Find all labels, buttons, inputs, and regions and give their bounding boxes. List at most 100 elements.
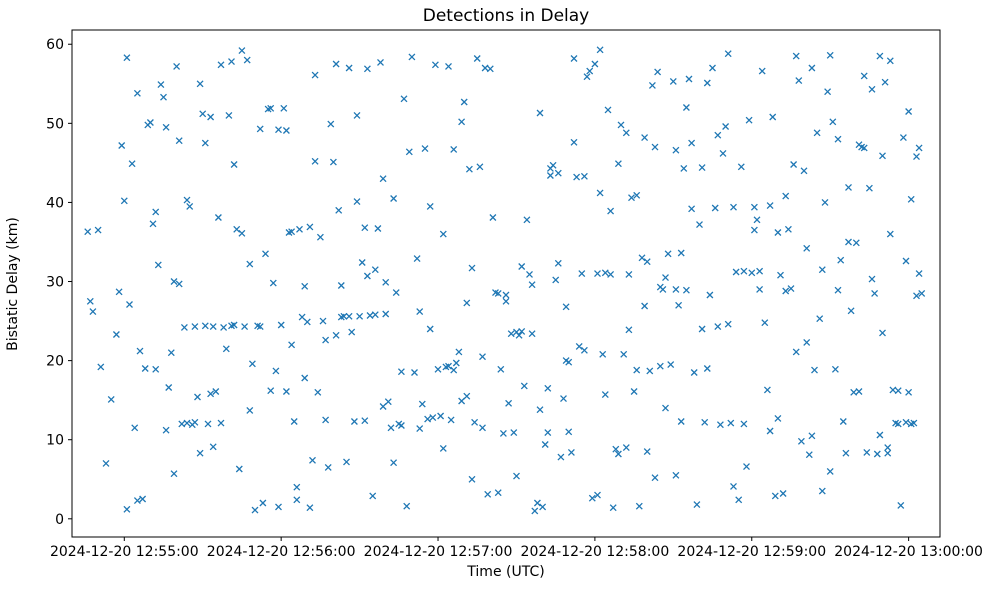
detection-marker: [209, 323, 217, 331]
detection-marker: [902, 257, 910, 265]
detection-marker: [756, 285, 764, 293]
detection-marker: [337, 282, 345, 289]
detection-marker: [782, 287, 790, 295]
detection-marker: [345, 312, 353, 320]
detection-marker: [486, 65, 494, 73]
detection-marker: [842, 449, 850, 457]
detection-marker: [463, 299, 471, 307]
detection-marker: [243, 56, 251, 64]
detection-marker: [876, 52, 884, 60]
detection-marker: [826, 51, 834, 59]
detection-marker: [839, 418, 847, 425]
detection-marker: [701, 418, 709, 426]
detection-marker: [834, 135, 842, 143]
detection-marker: [112, 331, 120, 338]
detection-marker: [881, 78, 889, 86]
detection-marker: [235, 465, 243, 473]
detection-marker: [194, 393, 201, 401]
detection-marker: [682, 104, 690, 111]
detection-marker: [316, 233, 324, 241]
detection-marker: [332, 60, 340, 68]
detection-marker: [797, 437, 805, 445]
detection-marker: [672, 285, 680, 293]
detection-marker: [711, 204, 719, 212]
detection-marker: [170, 470, 178, 478]
detection-marker: [340, 312, 348, 320]
detection-marker: [471, 418, 479, 426]
detection-marker: [724, 50, 732, 58]
detection-marker: [390, 195, 398, 202]
detection-marker: [745, 116, 753, 124]
detection-marker: [586, 67, 594, 75]
detection-marker: [876, 431, 884, 439]
detection-marker: [894, 420, 902, 428]
detection-marker: [241, 323, 249, 331]
detection-marker: [792, 348, 800, 356]
detection-marker: [107, 395, 115, 403]
detection-marker: [262, 250, 269, 258]
detection-marker: [539, 503, 547, 511]
detection-marker: [607, 207, 615, 215]
detection-marker: [847, 307, 855, 315]
detection-marker: [288, 228, 296, 236]
detection-marker: [510, 429, 518, 437]
detection-marker: [248, 360, 256, 368]
detection-marker: [884, 449, 892, 457]
detection-marker: [377, 58, 384, 66]
detection-marker: [306, 223, 314, 231]
detection-marker: [413, 255, 421, 263]
detection-marker: [136, 347, 144, 355]
detection-marker: [160, 93, 167, 101]
detection-marker: [437, 412, 445, 420]
detection-marker: [536, 406, 544, 414]
detection-marker: [502, 291, 510, 299]
detection-marker: [170, 278, 178, 285]
detection-marker: [280, 104, 288, 112]
detection-marker: [293, 483, 301, 491]
detection-marker: [455, 348, 463, 356]
y-axis-label: Bistatic Delay (km): [5, 217, 21, 351]
plot-border: [71, 29, 941, 538]
x-tick-label: 2024-12-20 12:57:00: [364, 544, 513, 560]
detection-marker: [526, 270, 533, 278]
detection-marker: [94, 226, 102, 234]
detection-marker: [183, 419, 191, 427]
detection-marker: [570, 55, 578, 62]
detection-marker: [348, 328, 356, 336]
detection-marker: [397, 422, 405, 429]
detection-marker: [314, 388, 322, 396]
detection-marker: [230, 161, 238, 168]
detection-marker: [335, 206, 343, 214]
y-tick-label: 40: [46, 195, 64, 211]
detection-marker: [489, 214, 497, 221]
detection-marker: [837, 256, 845, 264]
detection-marker: [659, 285, 667, 293]
detection-marker: [371, 266, 379, 274]
detection-marker: [84, 228, 92, 236]
detection-marker: [790, 161, 798, 168]
detection-marker: [743, 463, 750, 471]
detection-marker: [269, 279, 277, 287]
detection-marker: [465, 165, 473, 173]
detection-marker: [672, 471, 680, 479]
detection-marker: [894, 387, 902, 395]
detection-marker: [374, 225, 382, 232]
detection-marker: [212, 388, 220, 395]
detection-marker: [662, 274, 669, 282]
detection-marker: [889, 386, 897, 394]
detection-marker: [638, 254, 646, 262]
detection-marker: [787, 285, 795, 293]
detection-marker: [795, 77, 803, 85]
detection-marker: [484, 490, 492, 498]
detection-marker: [238, 47, 246, 55]
detection-marker: [698, 325, 706, 333]
detection-marker: [86, 297, 94, 305]
detection-marker: [907, 195, 915, 203]
detection-marker: [214, 214, 222, 221]
detection-marker: [416, 308, 424, 316]
detection-marker: [201, 322, 209, 330]
detection-marker: [133, 497, 141, 505]
detection-marker: [620, 350, 628, 358]
detection-marker: [293, 496, 301, 504]
detection-marker: [601, 269, 609, 277]
